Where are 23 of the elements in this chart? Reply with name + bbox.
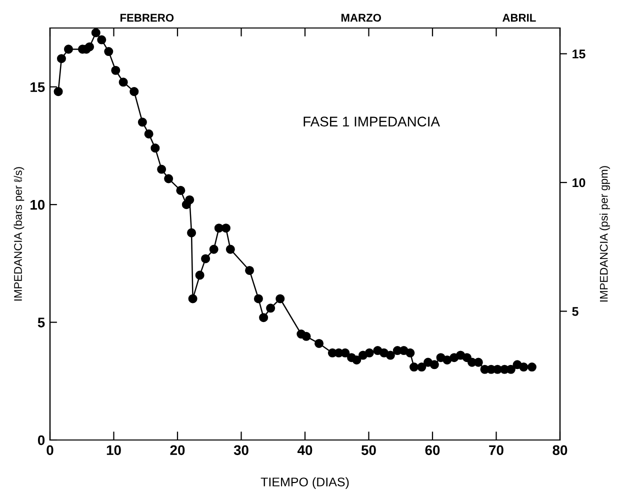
y-tick-label: 5: [38, 318, 45, 328]
y-tick-label: 10: [30, 200, 45, 210]
text: FEBRERO: [120, 14, 174, 22]
y2-axis-title: IMPEDANCIA (psi per gpm): [600, 166, 610, 302]
y2-tick-label: 15: [572, 50, 586, 58]
x-tick-label: 70: [489, 445, 504, 456]
x-tick-label: 50: [361, 445, 376, 456]
x-tick-label: 30: [234, 445, 248, 456]
y-axis-title: IMPEDANCIA (bars per ℓ/s): [14, 167, 24, 301]
y-tick-label: 0: [38, 435, 45, 446]
x-tick-label: 20: [170, 445, 185, 456]
x-tick-label: 80: [552, 445, 568, 456]
text: FASE 1 IMPEDANCIA: [304, 116, 440, 126]
y-tick-label: 15: [30, 82, 45, 92]
x-tick-label: 10: [106, 445, 121, 456]
x-tick-label: 40: [297, 445, 312, 456]
text: MARZO: [341, 14, 381, 22]
x-axis-title: TIEMPO (DIAS): [260, 477, 349, 489]
y2-tick-label: 5: [572, 307, 578, 316]
text: ABRIL: [502, 14, 536, 22]
x-tick-label: 0: [46, 445, 54, 456]
x-tick-label: 60: [425, 445, 440, 456]
y2-tick-label: 10: [572, 178, 586, 188]
